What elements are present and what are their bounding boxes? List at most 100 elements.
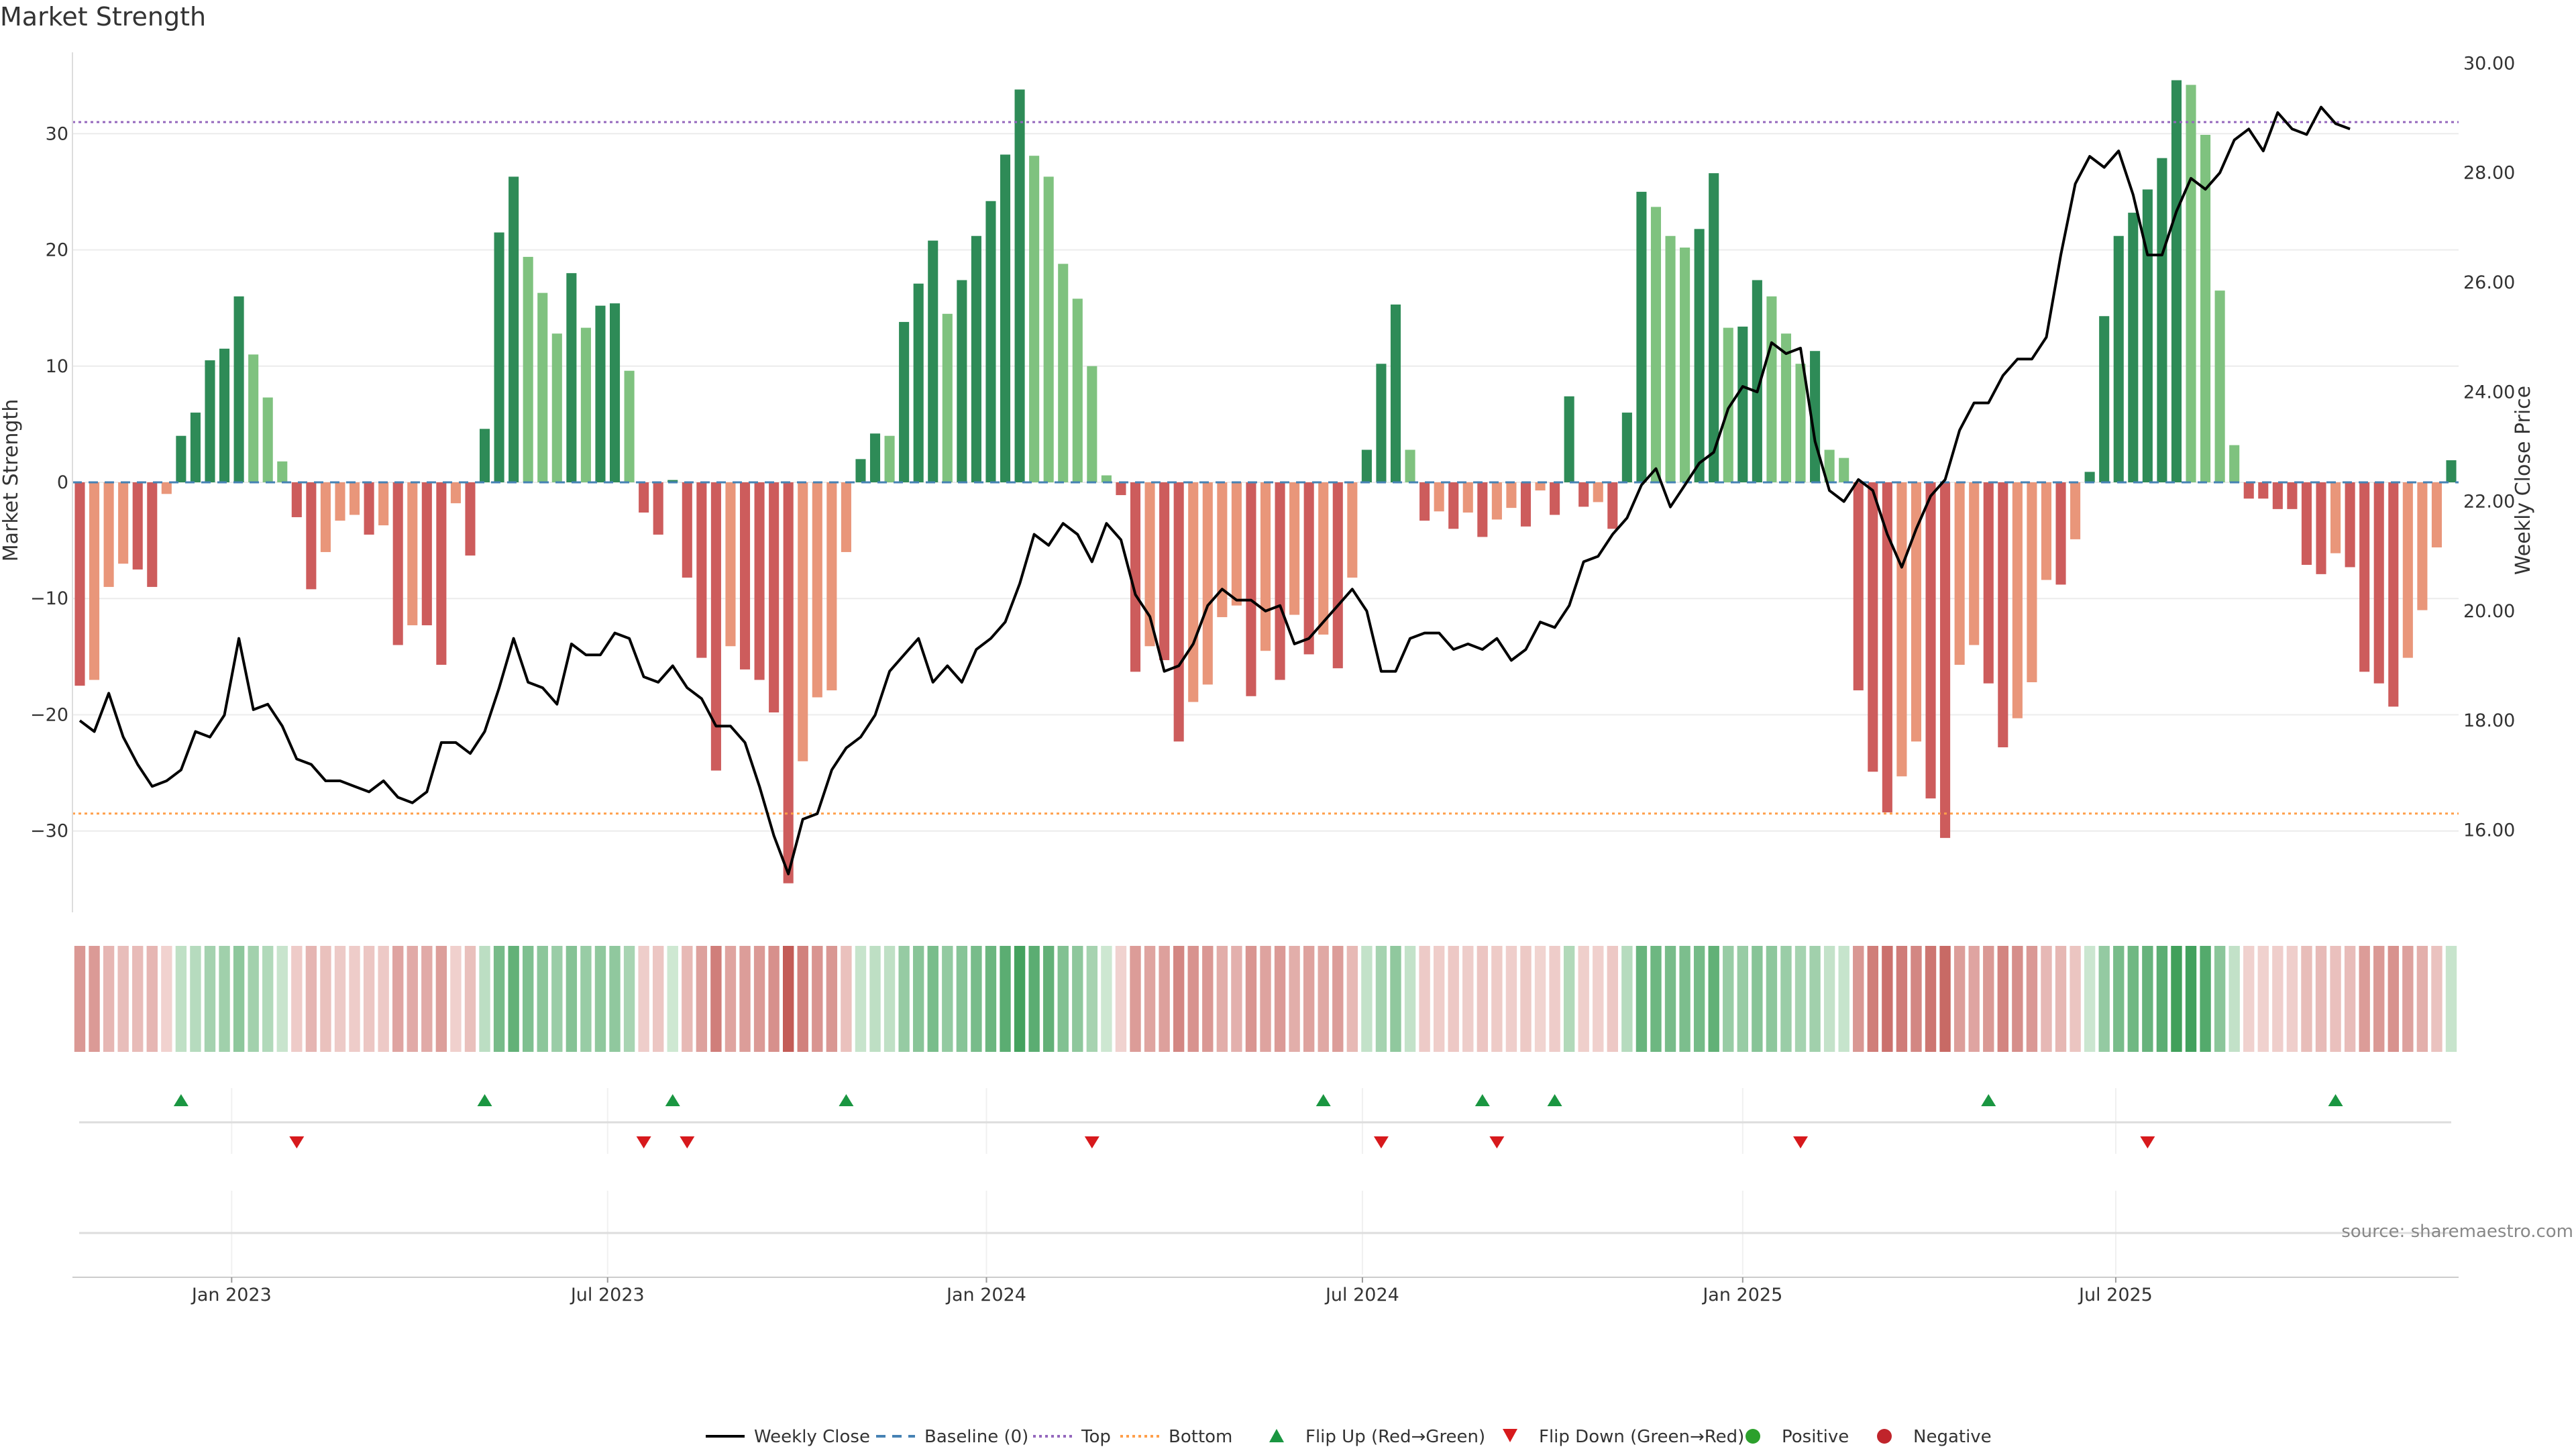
strength-bar	[2099, 316, 2110, 482]
regime-cell	[450, 946, 462, 1052]
regime-cell	[2098, 946, 2110, 1052]
regime-cell	[435, 946, 447, 1052]
strength-bar	[1289, 482, 1300, 615]
regime-cell	[1766, 946, 1778, 1052]
regime-cell	[2416, 946, 2428, 1052]
regime-cell	[1549, 946, 1560, 1052]
strength-bar	[1694, 229, 1705, 482]
regime-cell	[2026, 946, 2038, 1052]
strength-bar	[1766, 296, 1777, 482]
regime-cell	[594, 946, 606, 1052]
strength-bar	[1058, 264, 1069, 482]
strength-bar	[1737, 326, 1748, 482]
legend-item: Flip Down (Green→Red)	[1503, 1427, 1744, 1447]
regime-cell	[1130, 946, 1141, 1052]
strength-bar	[2417, 482, 2428, 610]
right-tick-label: 26.00	[2463, 272, 2515, 293]
strength-bar	[841, 482, 851, 552]
strength-bar	[248, 354, 259, 482]
strength-bar	[667, 480, 678, 482]
regime-cell	[869, 946, 881, 1052]
regime-cell	[1448, 946, 1459, 1052]
regime-cell	[2315, 946, 2327, 1052]
strength-bar	[682, 482, 692, 578]
regime-cell	[2185, 946, 2197, 1052]
strength-bar	[869, 433, 881, 482]
strength-bar	[2041, 482, 2052, 580]
regime-cell	[653, 946, 664, 1052]
regime-cell	[103, 946, 115, 1052]
regime-cell	[493, 946, 505, 1052]
regime-cell	[927, 946, 938, 1052]
strength-bar	[1318, 482, 1329, 635]
strength-bar	[1491, 482, 1502, 520]
regime-cell	[1404, 946, 1416, 1052]
regime-cell	[826, 946, 838, 1052]
regime-cell	[1752, 946, 1763, 1052]
strength-bar	[2113, 235, 2124, 482]
regime-cell	[132, 946, 144, 1052]
legend-swatch-positive	[1746, 1429, 1760, 1444]
x-tick-label: Jul 2023	[570, 1285, 645, 1305]
regime-cell	[1505, 946, 1517, 1052]
strength-bar	[450, 482, 461, 504]
regime-cell	[971, 946, 982, 1052]
strength-bar	[1795, 364, 1806, 482]
regime-cell	[2359, 946, 2370, 1052]
right-tick-label: 18.00	[2463, 710, 2515, 731]
strength-bar	[1940, 482, 1951, 839]
axis-layer: −30 −20 −10 0 10 20 30 16.00 18.00 20.00 22.00 24.0…	[30, 52, 2515, 912]
regime-cell	[146, 946, 158, 1052]
strength-bar	[1477, 482, 1488, 537]
regime-cell	[1144, 946, 1156, 1052]
strength-bar	[2258, 482, 2269, 499]
strength-bar	[1752, 280, 1762, 482]
strength-bar	[2157, 158, 2167, 482]
regime-cell	[334, 946, 346, 1052]
regime-cell	[291, 946, 303, 1052]
strength-bar	[1506, 482, 1517, 508]
regime-cell	[1419, 946, 1430, 1052]
strength-bar	[1925, 482, 1936, 799]
strength-bar	[653, 482, 663, 535]
legend-label: Positive	[1782, 1427, 1849, 1447]
legend: Weekly Close Baseline (0) Top Bottom Flip Up…	[706, 1427, 1992, 1447]
regime-cell	[161, 946, 172, 1052]
strength-bar	[1983, 482, 1994, 684]
strength-bar	[2330, 482, 2341, 553]
strength-bar	[580, 327, 591, 482]
strength-bar	[957, 280, 967, 482]
regime-cell	[2041, 946, 2052, 1052]
strength-bar	[436, 482, 447, 665]
strength-bar	[1361, 449, 1372, 482]
legend-item: Bottom	[1120, 1427, 1232, 1447]
strength-bar	[537, 292, 548, 482]
regime-cell	[2012, 946, 2023, 1052]
right-tick-label: 28.00	[2463, 163, 2515, 184]
strength-bar	[190, 413, 201, 482]
weekly-close-line	[78, 105, 2351, 875]
regime-cell	[190, 946, 201, 1052]
regime-cell	[797, 946, 808, 1052]
strength-bar	[1593, 482, 1603, 502]
strength-bar	[1550, 482, 1560, 515]
legend-item: Baseline (0)	[876, 1427, 1028, 1447]
right-axis-label: Weekly Close Price	[2512, 386, 2535, 575]
regime-cell	[1318, 946, 1329, 1052]
regime-cell	[2286, 946, 2298, 1052]
flip-markers	[79, 1088, 2451, 1275]
regime-cell	[2113, 946, 2125, 1052]
strength-bar	[1405, 449, 1415, 482]
regime-cell	[580, 946, 592, 1052]
legend-label: Weekly Close	[754, 1427, 870, 1447]
regime-cell	[523, 946, 534, 1052]
flip-down-marker	[680, 1136, 695, 1148]
strength-bar	[205, 360, 215, 482]
strength-bar	[2171, 80, 2182, 483]
strength-bar	[595, 305, 606, 482]
x-tick-label: Jan 2024	[945, 1285, 1026, 1305]
regime-cell	[320, 946, 331, 1052]
regime-cell	[2214, 946, 2226, 1052]
price-line-layer	[78, 105, 2351, 875]
strength-bar	[1636, 191, 1647, 482]
